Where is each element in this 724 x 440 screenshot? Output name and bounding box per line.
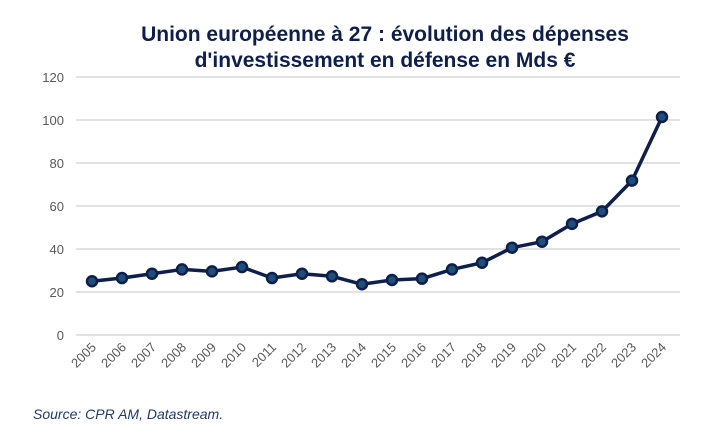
x-tick-label: 2017 (428, 340, 459, 371)
x-tick-label: 2005 (68, 340, 99, 371)
y-tick-label: 0 (57, 328, 64, 343)
x-tick-label: 2013 (308, 340, 339, 371)
y-tick-label: 60 (50, 199, 64, 214)
y-tick-label: 20 (50, 285, 64, 300)
x-tick-label: 2018 (458, 340, 489, 371)
data-point (265, 271, 279, 285)
data-point (505, 241, 519, 254)
x-tick-label: 2006 (98, 340, 129, 371)
data-point (625, 174, 639, 187)
data-point (565, 217, 579, 231)
x-tick-label: 2022 (578, 340, 609, 371)
data-point (415, 272, 429, 285)
x-tick-label: 2012 (278, 340, 309, 371)
x-tick-label: 2009 (188, 340, 219, 371)
data-point (205, 265, 219, 278)
x-tick-label: 2016 (398, 340, 429, 371)
x-tick-label: 2019 (488, 340, 519, 371)
x-tick-label: 2024 (638, 340, 669, 371)
y-tick-label: 80 (50, 156, 64, 171)
x-tick-label: 2015 (368, 340, 399, 371)
title-line-1: Union européenne à 27 : évolution des dé… (141, 23, 629, 46)
x-tick-label: 2008 (158, 340, 189, 371)
data-point (235, 260, 249, 274)
x-tick-label: 2014 (338, 340, 369, 371)
chart-title: Union européenne à 27 : évolution des dé… (60, 22, 710, 74)
data-point (355, 278, 369, 291)
source-note: Source: CPR AM, Datastream. (33, 406, 224, 422)
y-tick-label: 100 (42, 113, 64, 128)
data-point (595, 205, 609, 218)
x-tick-label: 2007 (128, 340, 159, 371)
x-tick-label: 2023 (608, 340, 639, 371)
y-tick-label: 40 (50, 242, 64, 257)
x-tick-label: 2020 (518, 340, 549, 371)
data-point (115, 271, 129, 285)
y-tick-label: 120 (42, 70, 64, 85)
data-point (85, 275, 99, 288)
data-point (145, 267, 159, 280)
x-tick-label: 2021 (548, 340, 579, 371)
data-point (175, 263, 189, 276)
data-point (535, 235, 549, 248)
data-point (655, 110, 669, 124)
data-point (385, 273, 399, 287)
data-point (325, 270, 339, 283)
title-line-2: d'investissement en défense en Mds € (194, 49, 576, 72)
data-point (445, 263, 459, 276)
series-line (91, 116, 664, 287)
data-point (295, 267, 309, 280)
x-tick-label: 2011 (249, 340, 279, 370)
data-point (475, 256, 489, 270)
x-tick-label: 2010 (218, 340, 249, 371)
